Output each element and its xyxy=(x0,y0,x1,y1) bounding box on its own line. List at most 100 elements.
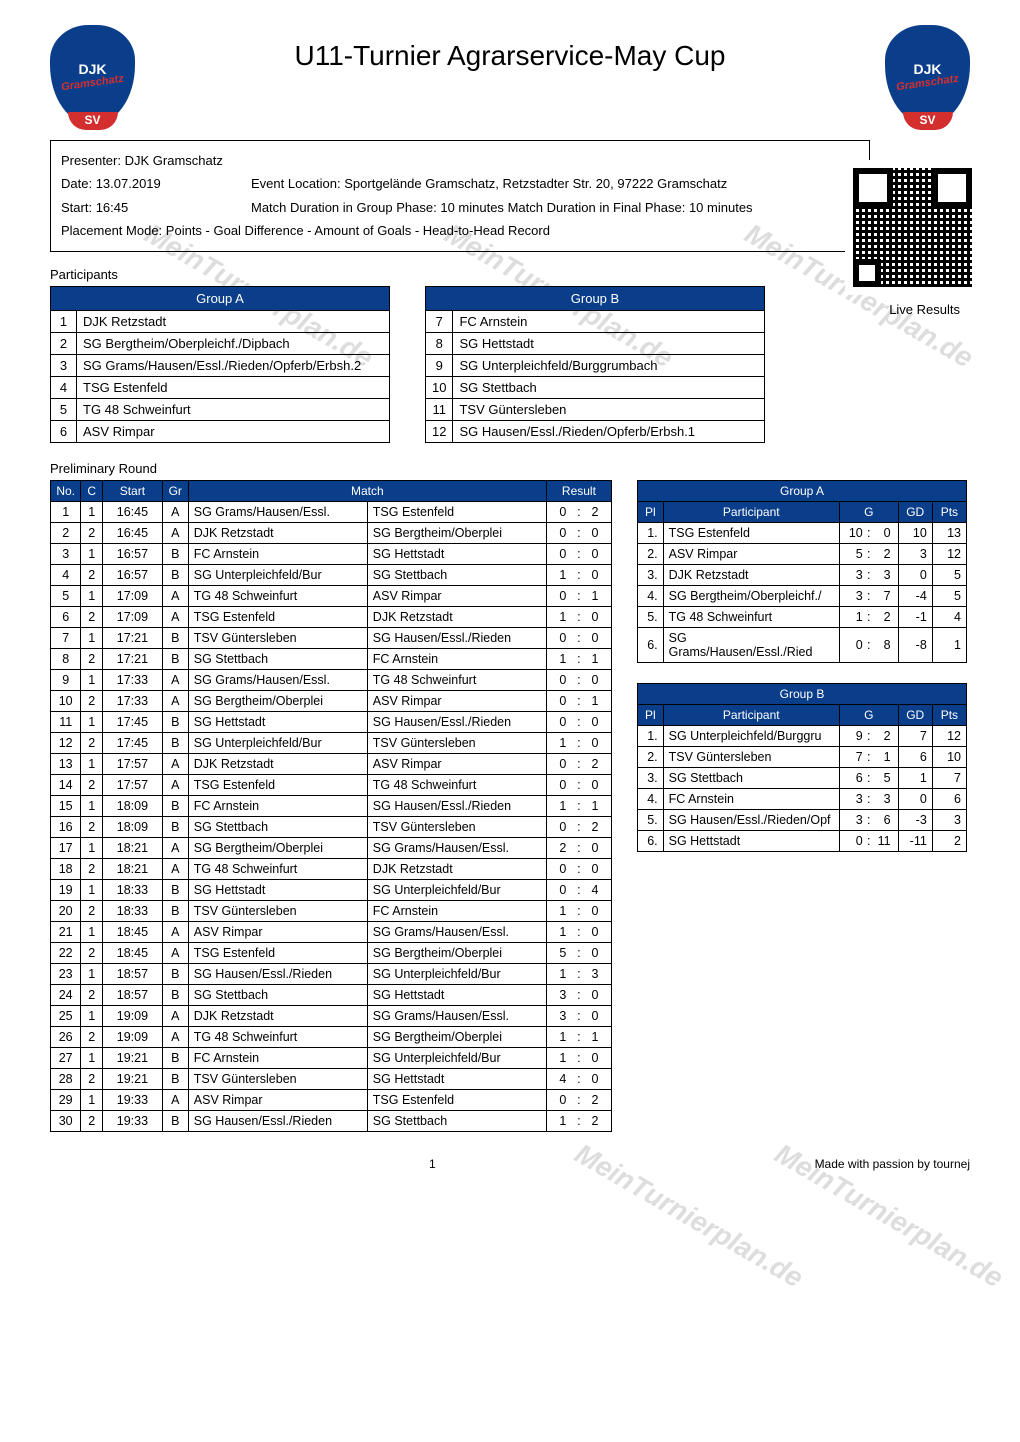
th-pl: Pl xyxy=(638,704,664,725)
th-start: Start xyxy=(103,480,163,501)
schedule-row: 6 2 17:09 A TSG Estenfeld DJK Retzstadt … xyxy=(51,606,612,627)
th-pts: Pts xyxy=(932,501,966,522)
schedule-row: 11 1 17:45 B SG Hettstadt SG Hausen/Essl… xyxy=(51,711,612,732)
cell-result: 0:1 xyxy=(546,585,611,606)
participant-num: 5 xyxy=(51,398,77,420)
cell-pts: 5 xyxy=(932,564,966,585)
participant-name: SG Hausen/Essl./Rieden/Opferb/Erbsh.1 xyxy=(453,420,765,442)
info-value: 16:45 xyxy=(96,200,129,215)
cell-court: 1 xyxy=(81,585,103,606)
cell-goals: 3:6 xyxy=(839,809,898,830)
cell-gd: -3 xyxy=(898,809,932,830)
cell-start: 18:45 xyxy=(103,942,163,963)
cell-home: TG 48 Schweinfurt xyxy=(188,1026,367,1047)
schedule-row: 16 2 18:09 B SG Stettbach TSV Güntersleb… xyxy=(51,816,612,837)
cell-away: SG Stettbach xyxy=(367,1110,546,1131)
participant-num: 2 xyxy=(51,332,77,354)
cell-no: 16 xyxy=(51,816,81,837)
cell-court: 1 xyxy=(81,879,103,900)
cell-gd: 7 xyxy=(898,725,932,746)
cell-court: 2 xyxy=(81,690,103,711)
th-g: G xyxy=(839,704,898,725)
cell-participant: SG Hettstadt xyxy=(663,830,839,851)
cell-no: 9 xyxy=(51,669,81,690)
cell-away: SG Hausen/Essl./Rieden xyxy=(367,711,546,732)
participant-row: 11TSV Güntersleben xyxy=(426,398,765,420)
cell-result: 0:0 xyxy=(546,711,611,732)
cell-home: SG Stettbach xyxy=(188,648,367,669)
participants-groups: Group A 1DJK Retzstadt2SG Bergtheim/Ober… xyxy=(50,286,970,443)
info-label: Start: xyxy=(61,200,92,215)
participant-name: SG Unterpleichfeld/Burggrumbach xyxy=(453,354,765,376)
cell-start: 18:33 xyxy=(103,900,163,921)
cell-away: SG Grams/Hausen/Essl. xyxy=(367,921,546,942)
participants-label: Participants xyxy=(50,267,970,282)
cell-group: A xyxy=(162,522,188,543)
cell-group: B xyxy=(162,879,188,900)
standings-row: 4. SG Bergtheim/Oberpleichf./ 3:7 -4 5 xyxy=(638,585,967,606)
cell-pl: 1. xyxy=(638,522,664,543)
cell-pl: 3. xyxy=(638,767,664,788)
schedule-row: 25 1 19:09 A DJK Retzstadt SG Grams/Haus… xyxy=(51,1005,612,1026)
cell-group: A xyxy=(162,669,188,690)
schedule-row: 28 2 19:21 B TSV Güntersleben SG Hettsta… xyxy=(51,1068,612,1089)
cell-result: 3:0 xyxy=(546,1005,611,1026)
cell-gd: -1 xyxy=(898,606,932,627)
cell-no: 6 xyxy=(51,606,81,627)
cell-no: 21 xyxy=(51,921,81,942)
cell-goals: 3:3 xyxy=(839,564,898,585)
cell-pts: 4 xyxy=(932,606,966,627)
cell-result: 0:0 xyxy=(546,543,611,564)
cell-home: SG Bergtheim/Oberplei xyxy=(188,690,367,711)
cell-home: FC Arnstein xyxy=(188,1047,367,1068)
cell-participant: TG 48 Schweinfurt xyxy=(663,606,839,627)
cell-no: 18 xyxy=(51,858,81,879)
cell-no: 10 xyxy=(51,690,81,711)
cell-away: TSG Estenfeld xyxy=(367,501,546,522)
info-value: 10 minutes xyxy=(440,200,504,215)
cell-home: SG Hettstadt xyxy=(188,711,367,732)
cell-away: SG Grams/Hausen/Essl. xyxy=(367,1005,546,1026)
cell-group: B xyxy=(162,963,188,984)
participant-row: 1DJK Retzstadt xyxy=(51,310,390,332)
info-label: Presenter: xyxy=(61,153,121,168)
info-box: Presenter: DJK Gramschatz Date: 13.07.20… xyxy=(50,140,870,252)
cell-court: 1 xyxy=(81,501,103,522)
cell-pl: 1. xyxy=(638,725,664,746)
cell-result: 0:0 xyxy=(546,774,611,795)
cell-gd: 10 xyxy=(898,522,932,543)
cell-result: 0:0 xyxy=(546,669,611,690)
info-label: Event Location: xyxy=(251,176,341,191)
standings-row: 1. TSG Estenfeld 10:0 10 13 xyxy=(638,522,967,543)
cell-home: SG Stettbach xyxy=(188,816,367,837)
page-header: DJK Gramschatz SV U11-Turnier Agrarservi… xyxy=(50,25,970,125)
cell-pts: 12 xyxy=(932,725,966,746)
cell-start: 17:09 xyxy=(103,606,163,627)
cell-no: 15 xyxy=(51,795,81,816)
cell-participant: FC Arnstein xyxy=(663,788,839,809)
cell-home: FC Arnstein xyxy=(188,543,367,564)
standings-row: 5. TG 48 Schweinfurt 1:2 -1 4 xyxy=(638,606,967,627)
cell-group: B xyxy=(162,984,188,1005)
preliminary-label: Preliminary Round xyxy=(50,461,970,476)
cell-group: B xyxy=(162,648,188,669)
cell-no: 28 xyxy=(51,1068,81,1089)
th-pts: Pts xyxy=(932,704,966,725)
schedule-row: 30 2 19:33 B SG Hausen/Essl./Rieden SG S… xyxy=(51,1110,612,1131)
standings-b-table: Group B Pl Participant G GD Pts 1. SG Un… xyxy=(637,683,967,852)
cell-result: 1:0 xyxy=(546,732,611,753)
participant-num: 3 xyxy=(51,354,77,376)
cell-participant: SG Grams/Hausen/Essl./Ried xyxy=(663,627,839,662)
schedule-row: 26 2 19:09 A TG 48 Schweinfurt SG Bergth… xyxy=(51,1026,612,1047)
cell-result: 0:0 xyxy=(546,522,611,543)
cell-result: 1:0 xyxy=(546,564,611,585)
cell-participant: TSG Estenfeld xyxy=(663,522,839,543)
participant-num: 9 xyxy=(426,354,453,376)
standings-row: 6. SG Hettstadt 0:11 -11 2 xyxy=(638,830,967,851)
cell-pl: 3. xyxy=(638,564,664,585)
cell-no: 24 xyxy=(51,984,81,1005)
tournament-title: U11-Turnier Agrarservice-May Cup xyxy=(135,25,885,72)
cell-result: 1:0 xyxy=(546,921,611,942)
cell-home: SG Stettbach xyxy=(188,984,367,1005)
cell-home: SG Hausen/Essl./Rieden xyxy=(188,963,367,984)
